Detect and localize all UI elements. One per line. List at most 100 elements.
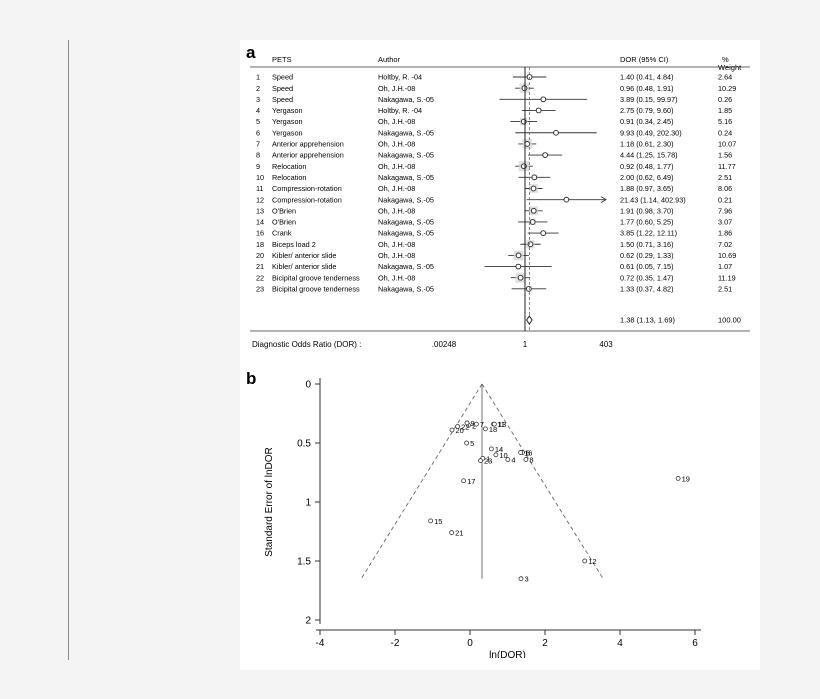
point-estimate [526,286,532,292]
row-author: Oh, J.H.-08 [378,251,415,260]
row-test: Kibler/ anterior slide [272,262,337,271]
row-weight: 7.96 [718,206,732,215]
funnel-plot: b Standard Error of lnDOR ln(DOR) 00.511… [246,369,701,658]
row-weight: 10.07 [718,140,736,149]
funnel-point-label: 21 [455,529,463,538]
funnel-point-label: 12 [588,557,596,566]
row-id: 18 [256,240,264,249]
row-test: Yergason [272,117,303,126]
forest-tick-label: .00248 [432,340,457,349]
forest-row: 20 Kibler/ anterior slide Oh, J.H.-08 0.62 … [256,250,736,261]
row-id: 13 [256,206,264,215]
funnel-point [449,530,455,536]
panel-b-label: b [246,369,256,388]
funnel-point [582,558,588,564]
x-tick-label: -2 [391,638,400,649]
row-dor-text: 0.72 (0.35, 1.47) [620,273,674,282]
row-weight: 5.16 [718,117,732,126]
row-author: Nakagawa, S.-05 [378,262,434,271]
x-tick-label: -4 [316,638,325,649]
row-dor-text: 4.44 (1.25, 15.78) [620,151,678,160]
row-id: 7 [256,140,260,149]
row-test: Bicipital groove tenderness [272,273,360,282]
funnel-point [505,457,511,462]
row-test: O'Brien [272,218,296,227]
forest-rows: 1 Speed Holtby, R. -04 1.40 (0.41, 4.84) 2.6… [256,73,736,294]
funnel-point-label: 17 [467,477,475,486]
row-author: Nakagawa, S.-05 [378,218,434,227]
point-estimate [540,230,547,236]
row-author: Oh, J.H.-08 [378,117,415,126]
point-estimate [531,174,538,181]
funnel-point-label: 2 [472,421,476,430]
point-estimate [515,252,522,259]
row-author: Nakagawa, S.-05 [378,284,434,293]
y-tick-label: 2 [305,616,311,627]
row-dor-text: 3.89 (0.15, 99.97) [620,95,678,104]
point-estimate [524,141,531,147]
row-id: 4 [256,106,260,115]
page-divider-line [68,40,69,660]
row-dor-text: 1.18 (0.61, 2.30) [620,140,674,149]
row-dor-text: 1.77 (0.60, 5.25) [620,218,674,227]
funnel-right-line [481,383,604,579]
point-estimate [527,241,534,248]
funnel-point-label: 22 [461,422,469,431]
row-dor-text: 2.75 (0.79, 9.60) [620,106,674,115]
row-test: Compression-rotation [272,184,342,193]
row-weight: 8.06 [718,184,732,193]
row-weight: 10.29 [718,84,736,93]
row-weight: 3.07 [718,218,732,227]
row-test: Speed [272,84,293,93]
row-weight: 1.07 [718,262,732,271]
funnel-point [428,518,434,524]
point-estimate [530,207,537,214]
row-id: 14 [256,218,264,227]
row-weight: 11.19 [718,273,736,282]
overall-diamond [526,315,533,325]
row-test: Yergason [272,128,303,137]
funnel-point [675,476,681,481]
row-author: Nakagawa, S.-05 [378,128,434,137]
row-dor-text: 21.43 (1.14, 402.93) [620,195,686,204]
row-author: Holtby, R. -04 [378,73,422,82]
funnel-point-label: 18 [489,425,497,434]
point-estimate [515,263,522,270]
forest-row: 10 Relocation Nakagawa, S.-05 2.00 (0.62, 6… [256,173,732,182]
funnel-point-label: 16 [524,448,532,457]
funnel-point-label: 11 [497,420,505,429]
row-author: Nakagawa, S.-05 [378,95,434,104]
forest-row: 22 Bicipital groove tenderness Oh, J.H.-08… [256,272,736,283]
funnel-point-label: 9 [471,419,475,428]
point-estimate [540,96,547,103]
funnel-point [473,421,479,427]
funnel-point-label: 8 [529,456,533,465]
row-test: Relocation [272,162,306,171]
row-dor-text: 0.96 (0.48, 1.91) [620,84,674,93]
funnel-point-label: 14 [495,445,503,454]
row-author: Oh, J.H.-08 [378,162,415,171]
funnel-point-label: 10 [499,451,507,460]
header-test: PETS [272,55,292,64]
row-id: 11 [256,184,264,193]
row-id: 23 [256,284,264,293]
row-test: Anterior apprehension [272,151,344,160]
row-test: Bicipital groove tenderness [272,284,360,293]
row-author: Oh, J.H.-08 [378,206,415,215]
overall-row: 1.38 (1.13, 1.69) 100.00 [620,316,741,325]
funnel-point-label: 4 [511,456,515,465]
funnel-x-axis-label: ln(DOR) [489,650,526,658]
forest-row: 23 Bicipital groove tenderness Nakagawa, S… [256,284,732,293]
point-estimate [521,163,527,170]
row-author: Nakagawa, S.-05 [378,229,434,238]
forest-row: 5 Yergason Oh, J.H.-08 0.91 (0.34, 2.45) 5.1… [256,117,732,126]
funnel-point [488,446,494,452]
funnel-point [449,427,455,433]
row-dor-text: 9.93 (0.49, 202.30) [620,128,682,137]
forest-row: 2 Speed Oh, J.H.-08 0.96 (0.48, 1.91) 10.29 [256,83,736,93]
point-estimate [553,129,559,136]
row-test: Relocation [272,173,306,182]
forest-row: 12 Compression-rotation Nakagawa, S.-05 21.… [256,195,732,204]
x-tick-label: 6 [692,638,698,649]
row-weight: 1.85 [718,106,732,115]
